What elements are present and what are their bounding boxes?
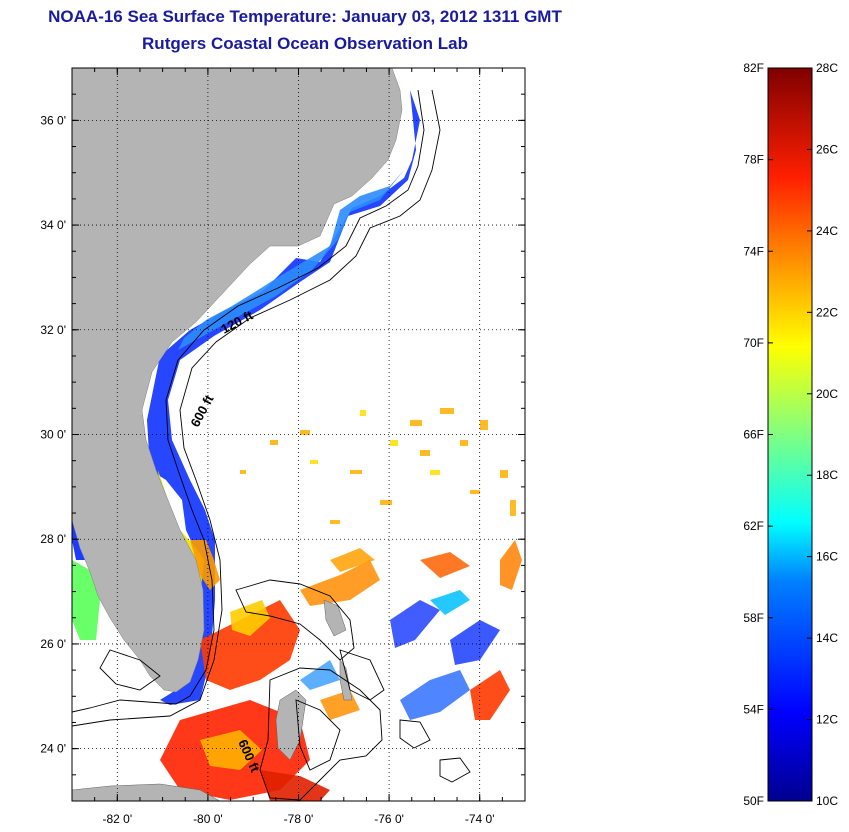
colorbar-c-label: 12C [816, 713, 838, 727]
lon-tick-label: -82 0' [102, 812, 132, 826]
colorbar-f-label: 66F [743, 428, 764, 442]
bathymetry-contours [72, 89, 471, 801]
lat-tick-label: 30 0' [40, 428, 66, 442]
colorbar-f-label: 78F [743, 153, 764, 167]
colorbar-c-label: 14C [816, 631, 838, 645]
lon-tick-label: -80 0' [193, 812, 223, 826]
colorbar-c-label: 22C [816, 305, 838, 319]
colorbar-f-label: 74F [743, 244, 764, 258]
sst-swaths [72, 90, 522, 801]
colorbar-fahrenheit-scale: 82F 78F 74F 70F 66F 62F 58F 54F 50F [743, 61, 773, 808]
colorbar-c-label: 20C [816, 387, 838, 401]
colorbar-c-label: 10C [816, 794, 838, 808]
colorbar-c-label: 24C [816, 224, 838, 238]
colorbar-f-label: 58F [743, 611, 764, 625]
map-area [72, 68, 525, 801]
colorbar-f-label: 62F [743, 519, 764, 533]
lat-tick-label: 32 0' [40, 323, 66, 337]
colorbar-f-label: 82F [743, 61, 764, 75]
lat-tick-label: 24 0' [40, 742, 66, 756]
lon-tick-label: -78 0' [284, 812, 314, 826]
bahamas-andros [275, 689, 307, 761]
lon-tick-label: -76 0' [374, 812, 404, 826]
longitude-axis: -82 0' -80 0' -78 0' -76 0' -74 0' [94, 68, 503, 826]
colorbar-f-label: 70F [743, 336, 764, 350]
latitude-axis: 36 0' 34 0' 32 0' 30 0' 28 0' 26 0' 24 0' [40, 93, 525, 776]
colorbar-f-label: 54F [743, 702, 764, 716]
lat-tick-label: 34 0' [40, 218, 66, 232]
colorbar-celsius-scale: 28C 26C 24C 22C 20C 18C 16C 14C 12C 10C [807, 61, 838, 808]
lon-tick-label: -74 0' [465, 812, 495, 826]
lat-tick-label: 26 0' [40, 637, 66, 651]
colorbar-f-label: 50F [743, 794, 764, 808]
map-subtitle: Rutgers Coastal Ocean Observation Lab [142, 34, 468, 53]
land-mass [72, 68, 403, 693]
lat-tick-label: 28 0' [40, 532, 66, 546]
colorbar [767, 67, 813, 802]
colorbar-c-label: 26C [816, 142, 838, 156]
colorbar-c-label: 18C [816, 468, 838, 482]
colorbar-c-label: 28C [816, 61, 838, 75]
colorbar-c-label: 16C [816, 550, 838, 564]
map-title: NOAA-16 Sea Surface Temperature: January… [48, 7, 562, 26]
bahamas-abaco [323, 599, 347, 637]
cuba-coast [72, 783, 221, 801]
lat-tick-label: 36 0' [40, 113, 66, 127]
